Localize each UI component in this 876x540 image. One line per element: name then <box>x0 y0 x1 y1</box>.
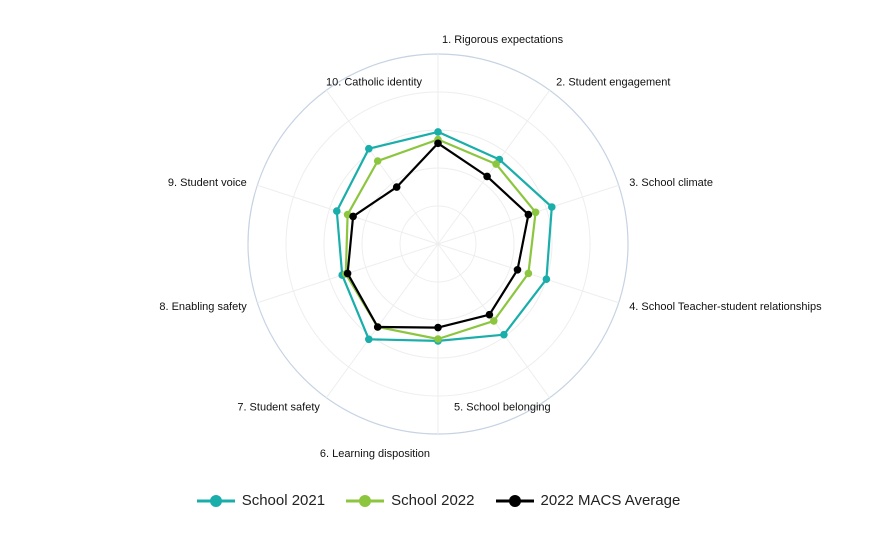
data-point[interactable] <box>365 335 373 344</box>
data-point[interactable] <box>492 160 500 168</box>
legend-item-school-2022[interactable]: School 2022 <box>345 492 475 509</box>
axis-label: 2. Student engagement <box>556 76 670 88</box>
grid-spoke <box>325 243 439 399</box>
axis-label: 1. Rigorous expectations <box>442 34 564 46</box>
series-line <box>344 138 537 341</box>
legend-label: School 2021 <box>241 492 326 509</box>
legend-label: 2022 MACS Average <box>540 492 681 509</box>
data-point[interactable] <box>485 310 494 319</box>
data-point[interactable] <box>349 212 357 221</box>
data-point[interactable] <box>373 157 382 165</box>
data-point[interactable] <box>373 323 382 331</box>
legend-item-school-2021[interactable]: School 2021 <box>196 492 325 509</box>
data-point[interactable] <box>434 139 442 148</box>
data-point[interactable] <box>483 172 491 181</box>
axis-label: 5. School belonging <box>454 402 551 414</box>
data-point[interactable] <box>548 203 556 211</box>
radar-series <box>333 128 556 345</box>
data-point[interactable] <box>333 207 341 215</box>
data-point[interactable] <box>434 128 442 136</box>
grid-spoke <box>325 89 439 245</box>
data-point[interactable] <box>434 323 442 332</box>
data-point[interactable] <box>524 269 533 278</box>
axis-label: 4. School Teacher-student relationships <box>629 301 822 313</box>
data-point[interactable] <box>365 144 373 153</box>
legend-label: School 2022 <box>391 492 475 509</box>
legend: School 2021 School 2022 2022 MACS Averag… <box>0 492 876 509</box>
legend-swatch-icon <box>495 494 534 507</box>
data-point[interactable] <box>392 183 401 191</box>
radar-grid <box>247 53 629 435</box>
axis-label: 6. Learning disposition <box>320 448 430 460</box>
data-point[interactable] <box>434 335 442 343</box>
legend-swatch-icon <box>196 494 235 507</box>
data-point[interactable] <box>343 269 352 278</box>
data-point[interactable] <box>531 208 540 217</box>
axis-label: 9. Student voice <box>168 177 247 189</box>
data-point[interactable] <box>542 275 551 284</box>
axis-label: 8. Enabling safety <box>159 301 247 313</box>
axis-label: 3. School climate <box>629 177 713 189</box>
data-point[interactable] <box>490 317 498 325</box>
axis-labels: 1. Rigorous expectations 2. Student engag… <box>159 34 822 460</box>
axis-label: 10. Catholic identity <box>326 76 422 88</box>
data-point[interactable] <box>500 330 508 339</box>
data-point[interactable] <box>524 210 533 219</box>
axis-label: 7. Student safety <box>237 402 320 414</box>
legend-swatch-icon <box>346 494 385 507</box>
data-point[interactable] <box>513 266 522 274</box>
legend-item-macs-average[interactable]: 2022 MACS Average <box>495 492 681 509</box>
